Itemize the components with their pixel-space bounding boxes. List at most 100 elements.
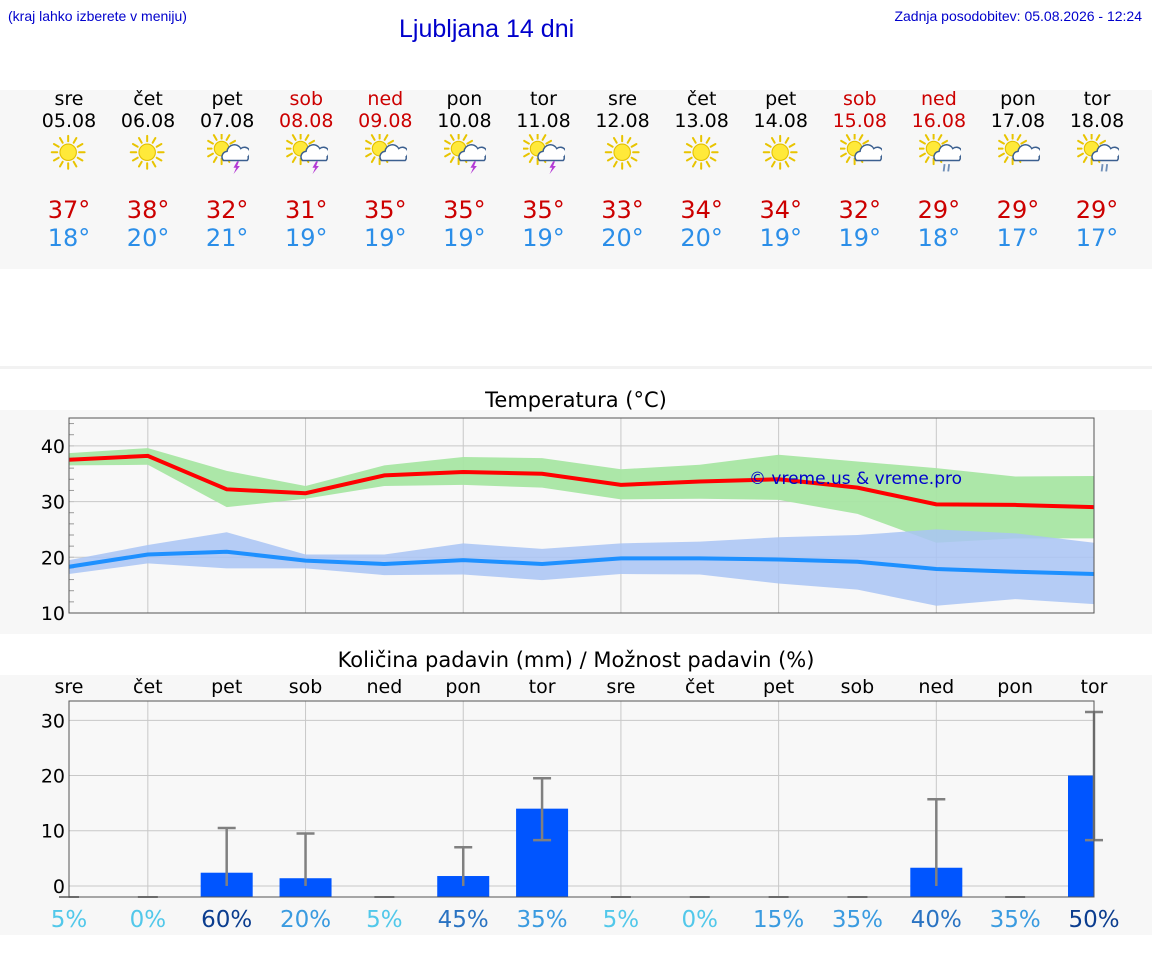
- sun-ray: [691, 137, 697, 144]
- sun-ray: [606, 156, 614, 162]
- x-tick-label: sob: [289, 676, 323, 698]
- sun-ray: [529, 134, 535, 141]
- cloud-shape: [379, 144, 408, 162]
- forecast-day: pet 07.08 32° 21°: [187, 88, 267, 258]
- sun-ray: [845, 156, 851, 164]
- y-tick-label: 40: [41, 436, 65, 458]
- sun-ray: [155, 143, 163, 148]
- sun-ray: [463, 134, 468, 141]
- sun-ray: [212, 156, 218, 164]
- sun-disc: [771, 143, 789, 162]
- sun-icon: [762, 134, 798, 170]
- sun-ray: [155, 156, 163, 162]
- sun-ray: [58, 137, 64, 144]
- forecast-day: pet 14.08 34° 19°: [741, 88, 821, 258]
- sun-cloud-thunder-icon: [444, 134, 487, 175]
- x-tick-label: ned: [366, 676, 402, 698]
- precipitation-probability: 45%: [438, 907, 489, 933]
- sun-ray: [784, 137, 790, 144]
- forecast-day: pon 17.08 29° 17°: [978, 88, 1058, 258]
- forecast-day: sre 12.08 33° 20°: [583, 88, 663, 258]
- min-temperature: 19°: [364, 224, 407, 252]
- sun-ray: [138, 160, 143, 168]
- sun-ray: [52, 143, 60, 148]
- sun-ray: [450, 156, 455, 164]
- precipitation-probability: 20%: [280, 907, 331, 933]
- min-temperature: 21°: [205, 224, 249, 252]
- rain-drop: [1105, 164, 1109, 172]
- sun-ray: [685, 143, 693, 148]
- max-temperature: 34°: [680, 196, 723, 224]
- day-name: sob: [289, 88, 324, 110]
- y-tick-label: 10: [41, 603, 65, 625]
- day-name: ned: [367, 88, 404, 110]
- x-tick-label: čet: [685, 676, 715, 698]
- forecast-day: čet 06.08 38° 20°: [108, 88, 188, 258]
- sun-disc: [138, 143, 157, 162]
- min-temperature: 20°: [126, 224, 170, 252]
- sun-ray: [207, 152, 215, 158]
- sun-ray: [132, 143, 139, 148]
- max-temperature: 31°: [284, 196, 328, 224]
- sun-cloud-thunder-icon: [523, 134, 566, 175]
- sun-ray: [770, 160, 776, 168]
- sun-ray: [606, 143, 614, 148]
- max-temperature-range-band: [69, 448, 1094, 543]
- forecast-strip: [0, 90, 1152, 269]
- max-temperature: 29°: [996, 196, 1040, 224]
- sun-ray: [371, 156, 376, 164]
- sun-icon: [604, 134, 640, 170]
- sun-ray: [466, 139, 474, 145]
- sun-ray: [705, 160, 711, 168]
- sun-ray: [919, 139, 926, 145]
- sun-ray: [365, 152, 373, 158]
- min-temperature-range-band: [69, 529, 1094, 606]
- sun-ray: [138, 137, 143, 144]
- sun-ray: [72, 160, 78, 168]
- max-temperature: 32°: [838, 196, 882, 224]
- cloud-shape: [221, 144, 250, 162]
- max-temperature: 33°: [601, 196, 644, 224]
- max-temperature: 38°: [126, 196, 170, 224]
- min-temperature: 19°: [284, 224, 328, 252]
- precipitation-probability: 0%: [130, 907, 167, 933]
- x-tick-label: tor: [1081, 676, 1108, 698]
- max-temperature: 35°: [522, 196, 565, 224]
- x-tick-label: pet: [211, 676, 242, 698]
- page-title: Ljubljana 14 dni: [399, 15, 575, 43]
- x-tick-label: pet: [763, 676, 794, 698]
- sun-ray: [151, 137, 157, 144]
- precipitation-probability: 0%: [682, 907, 719, 933]
- sun-ray: [1020, 139, 1028, 145]
- sun-ray: [788, 156, 796, 162]
- day-date: 08.08: [279, 110, 334, 132]
- precipitation-bar: [1068, 775, 1094, 897]
- min-temperature: 19°: [838, 224, 882, 252]
- sun-ray: [365, 139, 373, 145]
- cloud-shape: [1012, 144, 1040, 162]
- sun-cloud-rain-icon: [918, 134, 961, 172]
- day-date: 16.08: [911, 110, 967, 132]
- day-date: 06.08: [120, 110, 176, 132]
- min-temperature: 17°: [1075, 224, 1119, 252]
- sun-ray: [630, 156, 637, 162]
- cloud-shape: [854, 144, 882, 162]
- day-name: čet: [686, 88, 717, 110]
- sun-ray: [998, 152, 1005, 158]
- min-temperature: 18°: [917, 224, 961, 252]
- forecast-day: čet 13.08 34° 20°: [662, 88, 742, 258]
- x-tick-label: sre: [606, 676, 635, 698]
- sun-cloud-rain-icon: [1077, 134, 1120, 172]
- min-temperature-line: [68, 549, 1095, 576]
- sun-ray: [764, 156, 772, 162]
- x-tick-label: pon: [997, 676, 1033, 698]
- forecast-day: ned 09.08 35° 19°: [345, 88, 425, 258]
- sun-ray: [770, 137, 776, 144]
- precipitation-probability: 35%: [517, 907, 568, 933]
- precipitation-probability: 5%: [603, 907, 640, 933]
- watermark: © vreme.us & vreme.pro: [749, 469, 962, 489]
- lightning-bolt: [470, 161, 478, 175]
- max-temperature: 35°: [364, 196, 407, 224]
- day-date: 18.08: [1069, 110, 1125, 132]
- sun-cloud-icon: [839, 134, 882, 166]
